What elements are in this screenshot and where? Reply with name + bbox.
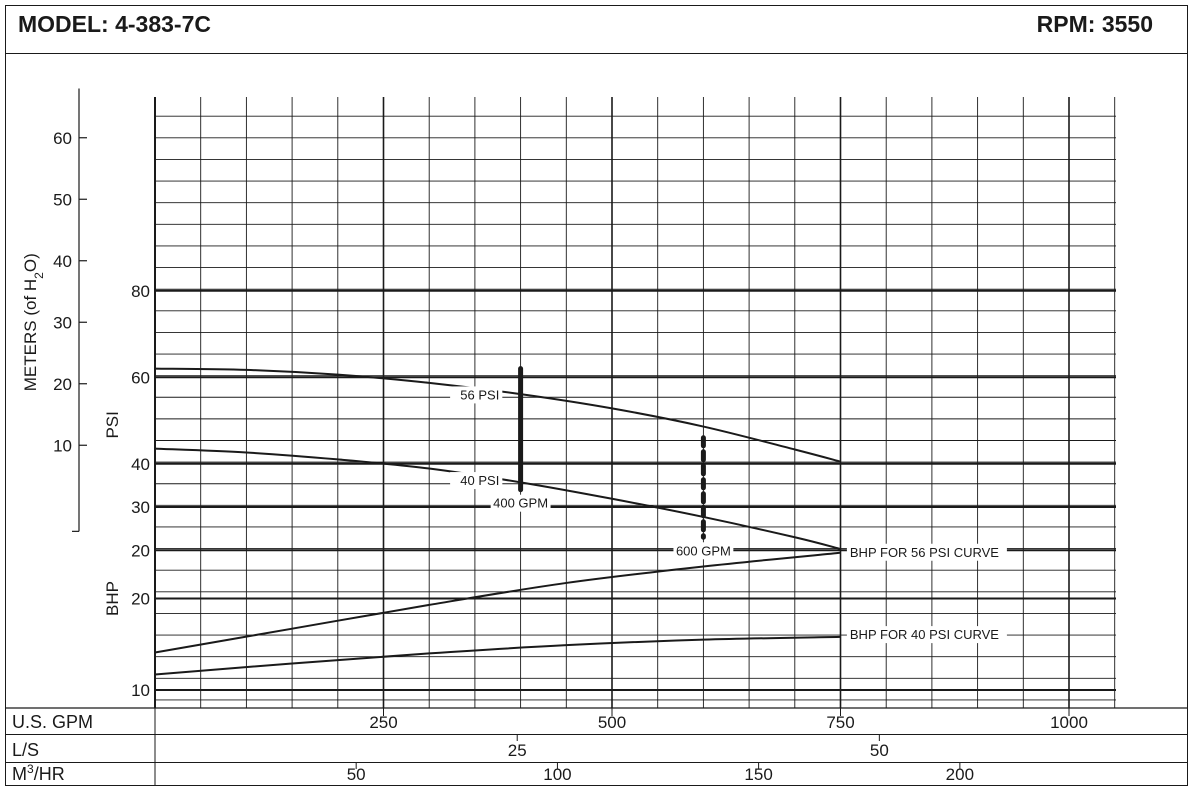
marker-label-600-gpm: 600 GPM [676, 543, 731, 558]
psi-tick-label: 80 [131, 282, 150, 301]
m3-tail: /HR [34, 764, 65, 784]
meters-tick-label: 60 [53, 129, 72, 148]
meters-label-sub: 2 [32, 272, 46, 279]
psi-axis-label: PSI [103, 411, 122, 438]
m3-main: M [12, 764, 27, 784]
marker-label-bg [490, 494, 551, 512]
flow-tick-label: 200 [946, 765, 974, 784]
axes: 20 40 60 80 30 PSI 10 20 30 40 50 60 METERS (of H2O)… [5, 88, 1188, 786]
meters-tick-label: 20 [53, 375, 72, 394]
flow-tick-label: 150 [744, 765, 772, 784]
marker-label-400-gpm: 400 GPM [493, 496, 548, 511]
label-bhp-40: BHP FOR 40 PSI CURVE [850, 627, 999, 642]
performance-curves [154, 366, 841, 676]
bhp-tick-label: 10 [131, 681, 150, 700]
psi-curve-56 [154, 367, 841, 463]
psi-tick-label: 40 [131, 455, 150, 474]
flow-tick-label: 25 [508, 741, 527, 760]
curve-labels: 56 PSI 40 PSI BHP FOR 56 PSI CURVE BHP FOR … [450, 386, 1007, 644]
flow-tick-label: 1000 [1050, 713, 1088, 732]
meters-tick-label: 10 [53, 436, 72, 455]
flow-tick-label: 750 [826, 713, 854, 732]
label-bhp-56: BHP FOR 56 PSI CURVE [850, 545, 999, 560]
bhp-curve-56 [154, 551, 841, 654]
flow-tick-label: 250 [369, 713, 397, 732]
flow-tick-label: 50 [347, 765, 366, 784]
label-56-psi-bg [450, 386, 503, 404]
flow-scale-label: M3/HR [12, 762, 65, 784]
grid [154, 97, 1116, 708]
meters-label-pre: METERS (of H [21, 279, 40, 391]
rpm-title: RPM: 3550 [1036, 11, 1153, 37]
flow-scale-label: L/S [12, 740, 39, 760]
meters-label-post: O) [21, 253, 40, 272]
flow-tick-label: 50 [870, 741, 889, 760]
label-56-psi: 56 PSI [460, 387, 499, 402]
model-title: MODEL: 4-383-7C [18, 11, 211, 37]
meters-tick-label: 30 [53, 313, 72, 332]
label-bhp-56-bg [846, 543, 1007, 561]
psi-tick-label: 60 [131, 368, 150, 387]
m3-sup: 3 [27, 762, 34, 776]
bhp-curve-40 [154, 635, 841, 676]
label-40-psi: 40 PSI [460, 473, 499, 488]
meters-tick-label: 40 [53, 252, 72, 271]
flow-tick-label: 500 [598, 713, 626, 732]
marker-label-bg [673, 542, 734, 560]
label-bhp-40-bg [846, 626, 1007, 644]
flow-tick-label: 100 [543, 765, 571, 784]
label-40-psi-bg [450, 472, 503, 490]
outer-border [5, 5, 1188, 786]
psi-bottom-tick-label: 30 [131, 498, 150, 517]
meters-axis-label: METERS (of H2O) [21, 253, 46, 391]
bhp-axis-label: BHP [103, 581, 122, 616]
bhp-tick-label: 20 [131, 590, 150, 609]
meters-tick-label: 50 [53, 190, 72, 209]
flow-scale-label: U.S. GPM [12, 712, 93, 732]
psi-tick-label: 20 [131, 541, 150, 560]
